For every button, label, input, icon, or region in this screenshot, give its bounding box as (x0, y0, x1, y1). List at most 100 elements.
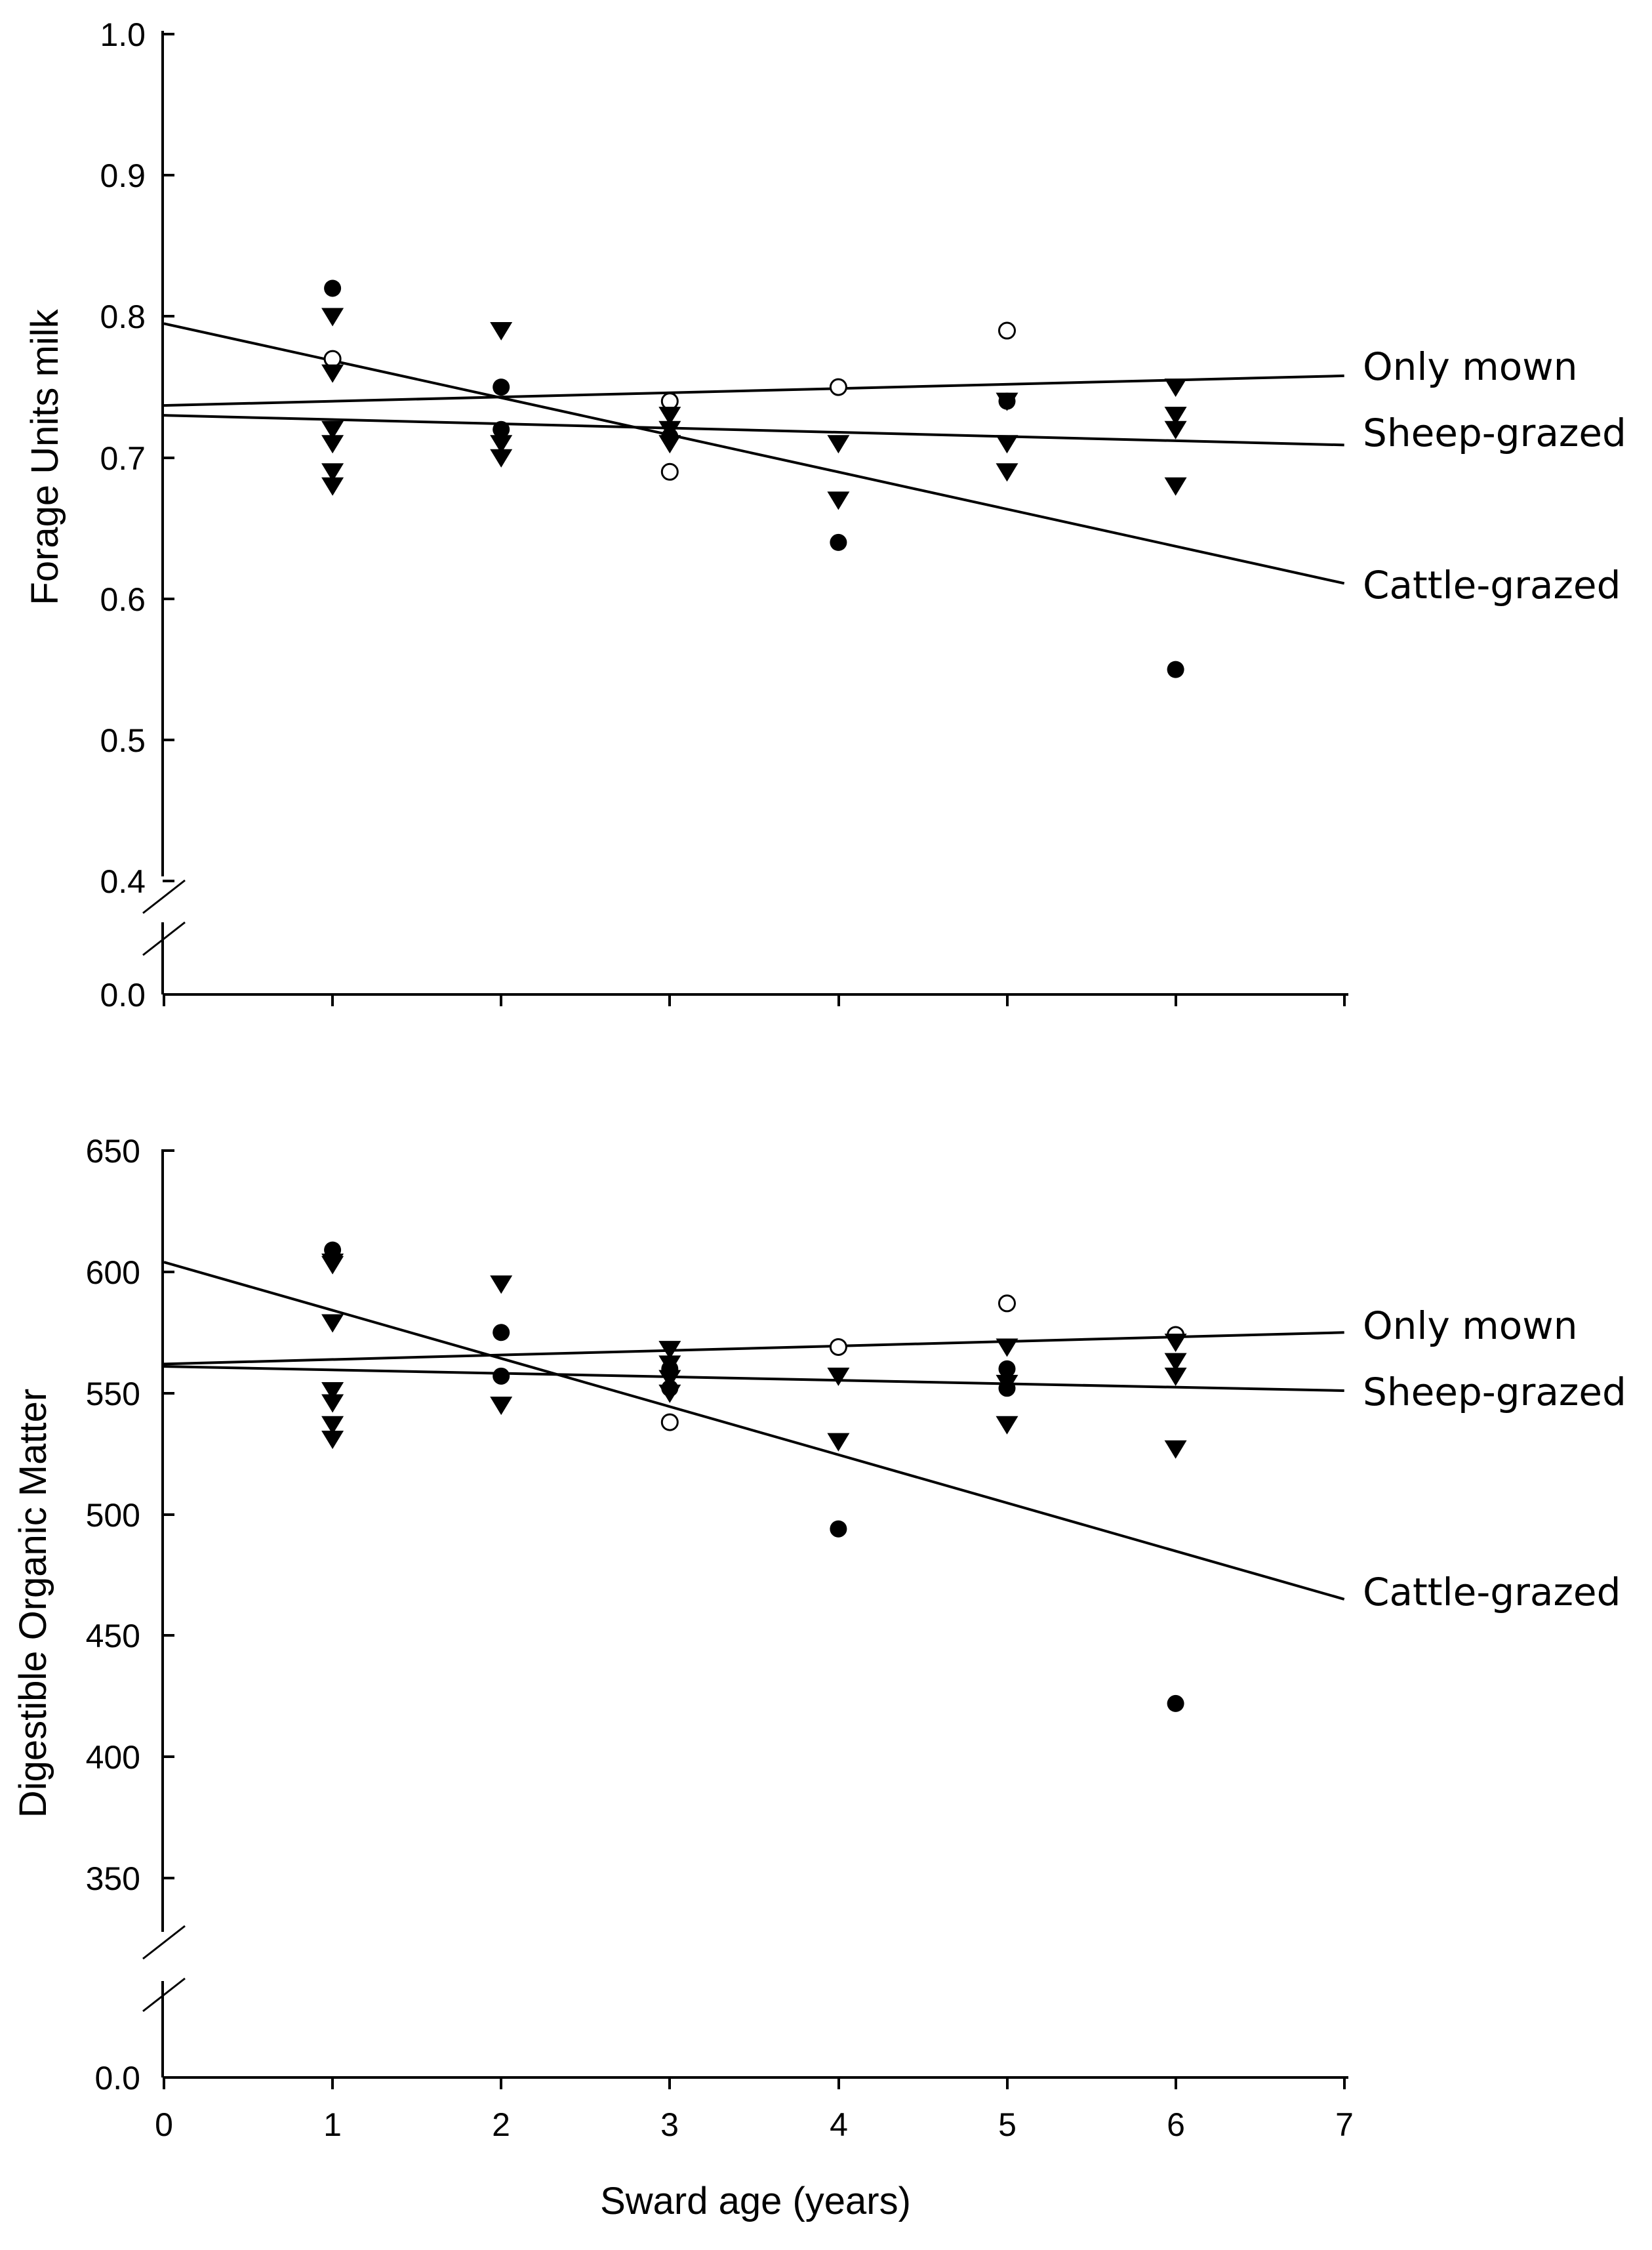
point-sheep-grazed (321, 308, 344, 327)
regression-line-sheep-grazed (163, 1365, 1344, 1393)
point-sheep-grazed (658, 1355, 681, 1374)
point-sheep-grazed (827, 1367, 850, 1386)
top-data-points (321, 279, 1187, 678)
top-regression-lines (163, 322, 1345, 585)
point-only-mown (998, 321, 1016, 340)
point-only-mown (660, 392, 679, 411)
y-tick-label: 550 (86, 1376, 140, 1412)
line-label-only-mown: Only mown (1363, 344, 1577, 389)
point-sheep-grazed (1164, 407, 1187, 426)
x-tick-label: 7 (1335, 2106, 1354, 2143)
point-sheep-grazed (321, 364, 344, 383)
point-cattle-grazed (998, 1360, 1016, 1378)
bottom-axis-break-mark (142, 1925, 186, 1960)
point-sheep-grazed (490, 435, 513, 454)
y-tick-label: 0.6 (100, 581, 146, 618)
line-label-cattle-grazed: Cattle-grazed (1363, 563, 1621, 607)
point-cattle-grazed (1167, 1694, 1184, 1712)
point-sheep-grazed (996, 1374, 1018, 1393)
bottom-panel: 650 600 550 500 450 400 350 0.0 0 1 2 3 … (12, 1133, 1626, 2222)
point-sheep-grazed (321, 1416, 344, 1435)
point-sheep-grazed (658, 420, 681, 440)
point-cattle-grazed (830, 533, 847, 551)
point-sheep-grazed (1164, 420, 1187, 440)
point-sheep-grazed (658, 1341, 681, 1360)
y-tick-label: 500 (86, 1497, 140, 1534)
top-axis-break-mark (142, 879, 186, 914)
point-sheep-grazed (490, 322, 513, 341)
point-only-mown (829, 1338, 847, 1356)
point-only-mown (660, 1413, 679, 1431)
point-only-mown (998, 1294, 1016, 1313)
bottom-axis-break-mark (142, 1977, 186, 2013)
y-tick-label: 0.7 (100, 440, 146, 477)
point-sheep-grazed (321, 1394, 344, 1413)
point-cattle-grazed (493, 420, 510, 438)
point-sheep-grazed (827, 435, 850, 454)
y-tick-label: 650 (86, 1133, 140, 1170)
point-sheep-grazed (658, 1370, 681, 1389)
point-only-mown (829, 378, 847, 396)
x-tick-label: 2 (492, 2106, 510, 2143)
point-sheep-grazed (658, 435, 681, 454)
y-tick-label: 600 (86, 1254, 140, 1291)
y-tick-label: 0.5 (100, 722, 146, 759)
point-sheep-grazed (1164, 1353, 1187, 1372)
point-sheep-grazed (996, 1338, 1018, 1357)
y-tick-label: 0.4 (100, 863, 146, 900)
x-tick-label: 3 (660, 2106, 679, 2143)
point-sheep-grazed (321, 1314, 344, 1333)
y-tick-label: 0.8 (100, 298, 146, 335)
x-tick-label: 5 (998, 2106, 1017, 2143)
top-x-ticks (163, 994, 1346, 1006)
point-only-mown (660, 462, 679, 481)
point-sheep-grazed (996, 392, 1018, 411)
point-sheep-grazed (1164, 1367, 1187, 1386)
bottom-x-tick-labels: 0 1 2 3 4 5 6 7 (155, 2106, 1354, 2143)
y-tick-label: 350 (86, 1860, 140, 1897)
point-sheep-grazed (490, 1275, 513, 1294)
y-tick-label: 1.0 (100, 16, 146, 53)
regression-line-cattle-grazed (163, 322, 1345, 585)
point-sheep-grazed (490, 1397, 513, 1416)
y-tick-label: 0.0 (100, 977, 146, 1013)
point-sheep-grazed (1164, 378, 1187, 398)
point-sheep-grazed (827, 491, 850, 510)
y-tick-label: 400 (86, 1739, 140, 1776)
bottom-y-axis-title: Digestible Organic Matter (12, 1389, 54, 1818)
top-panel: 1.0 0.9 0.8 0.7 0.6 0.5 0.4 0.0 Forage U… (24, 16, 1626, 1013)
point-sheep-grazed (1164, 477, 1187, 496)
point-cattle-grazed (493, 1324, 510, 1341)
top-y-ticks (163, 33, 174, 996)
x-tick-label: 6 (1167, 2106, 1185, 2143)
bottom-data-points (321, 1241, 1187, 1712)
x-tick-label: 0 (155, 2106, 173, 2143)
bottom-y-tick-labels: 650 600 550 500 450 400 350 0.0 (86, 1133, 140, 2097)
point-sheep-grazed (658, 407, 681, 426)
point-sheep-grazed (996, 1416, 1018, 1435)
line-label-sheep-grazed: Sheep-grazed (1363, 1370, 1626, 1414)
point-sheep-grazed (827, 1433, 850, 1452)
regression-line-sheep-grazed (163, 414, 1344, 447)
point-sheep-grazed (321, 435, 344, 454)
x-tick-label: 4 (830, 2106, 848, 2143)
bottom-y-ticks (163, 1149, 174, 2079)
top-axis-break-mark (142, 921, 186, 956)
point-cattle-grazed (830, 1520, 847, 1538)
point-cattle-grazed (324, 279, 342, 297)
point-sheep-grazed (996, 463, 1018, 482)
bottom-regression-lines (163, 1261, 1345, 1601)
bottom-x-ticks (163, 2077, 1346, 2089)
point-sheep-grazed (321, 1256, 344, 1275)
x-tick-label: 1 (323, 2106, 342, 2143)
top-y-axis-title: Forage Units milk (24, 308, 66, 605)
point-sheep-grazed (321, 477, 344, 496)
regression-line-only-mown (163, 374, 1344, 407)
point-sheep-grazed (321, 420, 344, 440)
line-label-cattle-grazed: Cattle-grazed (1363, 1570, 1621, 1614)
point-sheep-grazed (658, 1384, 681, 1403)
top-y-tick-labels: 1.0 0.9 0.8 0.7 0.6 0.5 0.4 0.0 (100, 16, 146, 1013)
point-only-mown (323, 350, 342, 368)
